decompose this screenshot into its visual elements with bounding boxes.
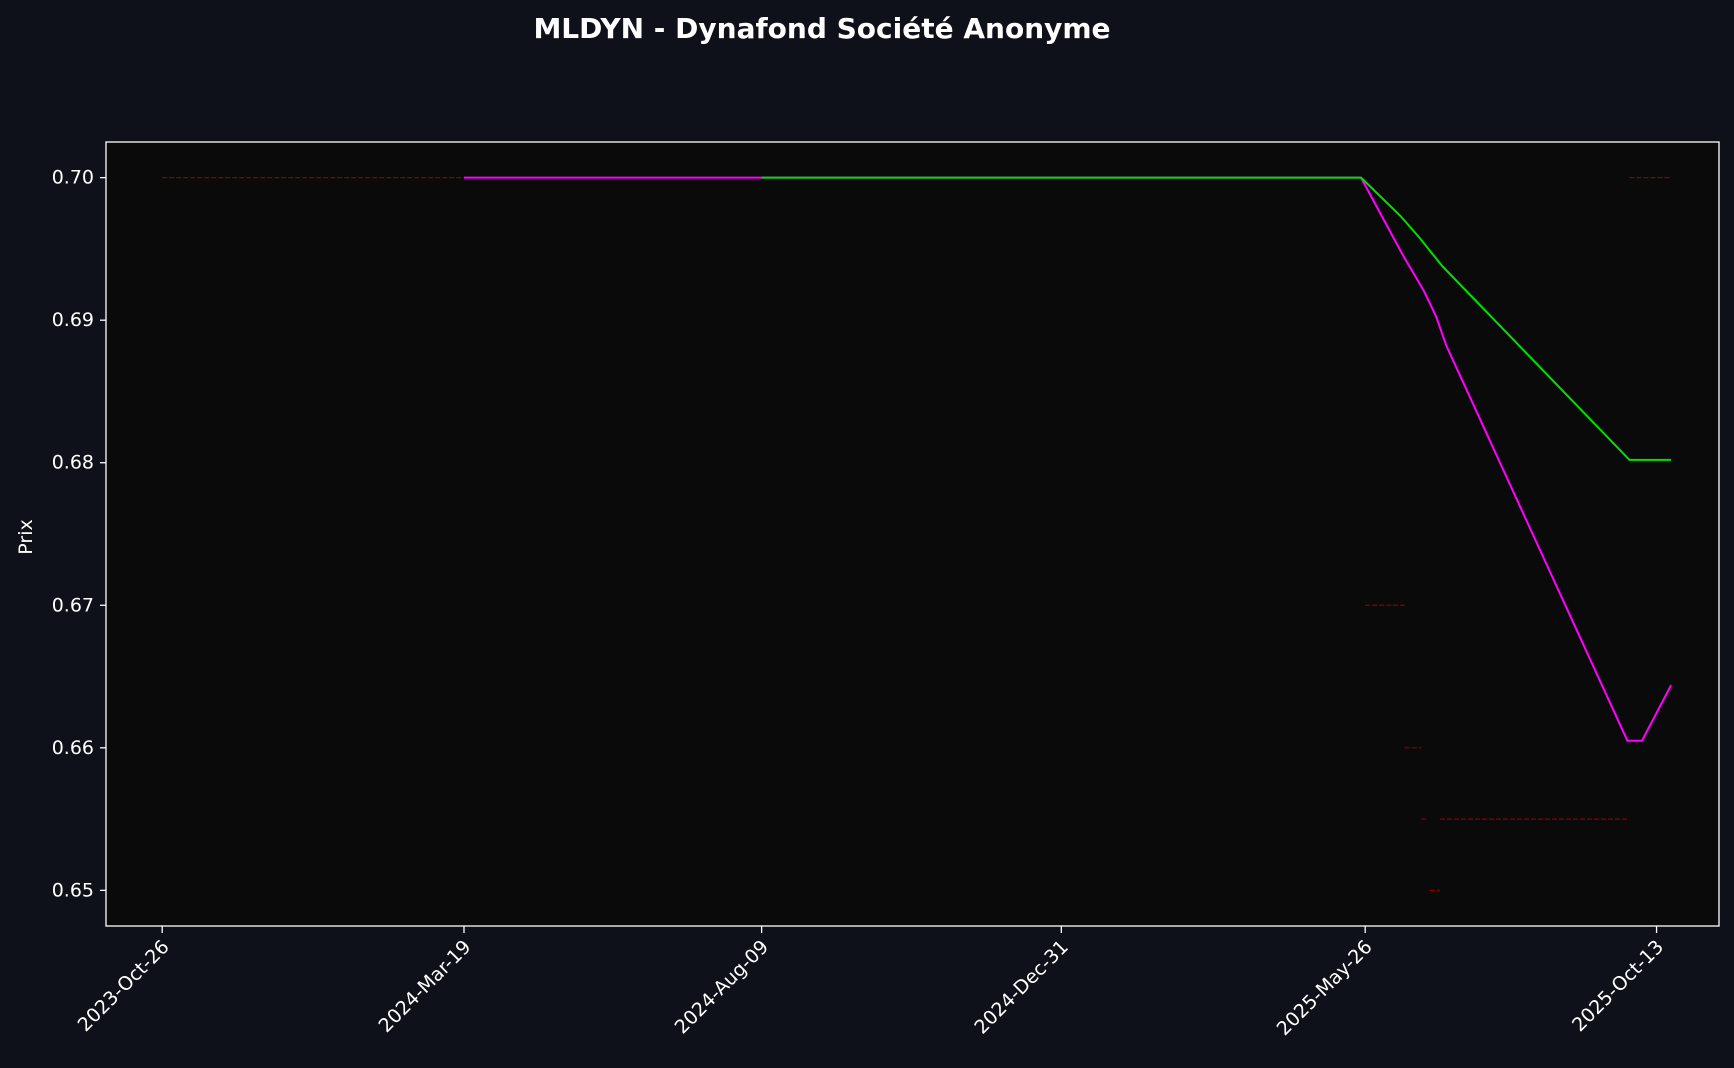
x-tick-label: 2025-Oct-13 [1568,936,1668,1036]
plot-area [106,142,1719,926]
x-axis: 2023-Oct-26 2024-Mar-19 2024-Aug-09 2024-De… [74,926,1668,1040]
y-tick-label: 0.67 [52,594,94,616]
plot-frame [105,141,1720,927]
y-tick-label: 0.70 [52,167,94,189]
x-tick-label: 2024-Mar-19 [374,936,475,1037]
x-tick-label: 2023-Oct-26 [74,936,174,1036]
x-tick-label: 2024-Dec-31 [970,936,1073,1039]
y-axis: 0.65 0.66 0.67 0.68 0.69 0.70 [52,167,106,901]
series-layer [162,176,1672,891]
y-tick-label: 0.69 [52,309,94,331]
series-line-2 [761,176,1672,461]
x-tick-label: 2024-Aug-09 [671,936,773,1038]
y-tick-label: 0.68 [52,452,94,474]
y-tick-label: 0.66 [52,737,94,759]
chart-title: MLDYN - Dynafond Société Anonyme [533,12,1110,45]
x-tick-label: 2025-May-26 [1273,936,1377,1040]
y-tick-label: 0.65 [52,879,94,901]
y-axis-label: Prix [15,519,37,554]
